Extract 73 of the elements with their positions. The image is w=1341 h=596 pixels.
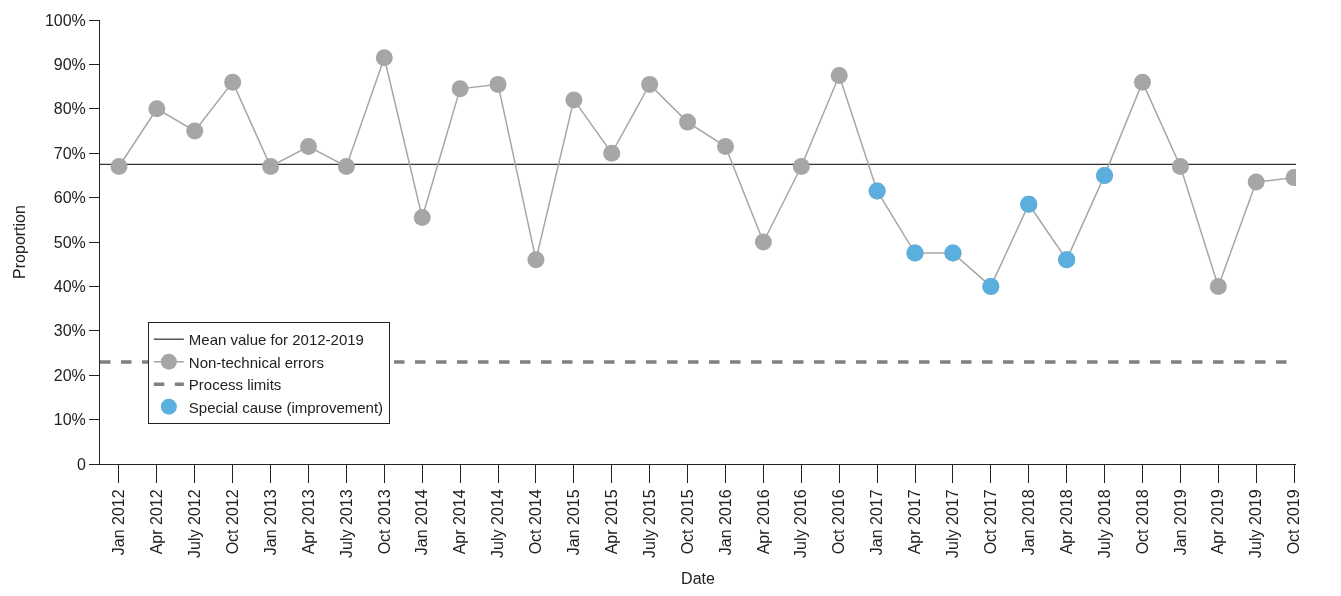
y-tick-label: 50% xyxy=(53,233,86,251)
x-tick-label: July 2018 xyxy=(1095,489,1113,558)
x-tick-label: Apr 2014 xyxy=(451,489,469,555)
point xyxy=(413,209,431,227)
x-tick-label: Apr 2017 xyxy=(906,489,924,555)
y-tick-label: 100% xyxy=(44,11,86,29)
x-tick-label: Jan 2019 xyxy=(1171,489,1189,556)
point xyxy=(716,138,734,156)
x-tick-label: Oct 2018 xyxy=(1133,489,1151,555)
point xyxy=(792,158,810,176)
x-tick-label: Jan 2018 xyxy=(1019,489,1037,556)
x-tick-label: July 2012 xyxy=(185,489,203,558)
legend-label: Process limits xyxy=(188,376,282,394)
y-axis-title: Proportion xyxy=(10,205,28,279)
x-tick-label: Oct 2012 xyxy=(223,489,241,555)
y-tick-label: 10% xyxy=(53,411,86,429)
point xyxy=(224,73,242,91)
y-tick-label: 30% xyxy=(53,322,86,340)
point xyxy=(489,75,507,93)
x-axis-title: Date xyxy=(681,569,715,587)
x-tick-label: July 2013 xyxy=(337,489,355,558)
point xyxy=(110,158,128,176)
x-tick-label: July 2016 xyxy=(792,489,810,558)
x-tick-label: Jan 2017 xyxy=(868,489,886,556)
point xyxy=(375,49,393,67)
y-tick-label: 80% xyxy=(53,100,86,118)
point xyxy=(565,91,583,109)
x-tick-label: Oct 2013 xyxy=(375,489,393,555)
x-tick-label: Apr 2016 xyxy=(754,489,772,555)
point xyxy=(754,233,772,251)
point xyxy=(1209,277,1227,295)
x-tick-label: Oct 2017 xyxy=(982,489,1000,555)
legend-label: Special cause (improvement) xyxy=(188,398,384,416)
point xyxy=(679,113,697,131)
y-tick-label: 0 xyxy=(76,455,86,473)
point xyxy=(300,138,317,156)
x-tick-label: Apr 2013 xyxy=(299,489,317,555)
legend-label: Non-technical errors xyxy=(188,353,324,371)
point xyxy=(186,122,204,140)
x-tick-label: Apr 2012 xyxy=(148,489,166,555)
x-tick-label: Oct 2014 xyxy=(527,489,545,555)
x-tick-label: Oct 2015 xyxy=(678,489,696,555)
x-tick-label: Oct 2019 xyxy=(1285,489,1303,555)
point xyxy=(1247,173,1265,191)
point xyxy=(451,80,469,98)
legend-label: Mean value for 2012-2019 xyxy=(188,331,364,349)
x-tick-label: July 2014 xyxy=(489,489,507,558)
y-tick-label: 90% xyxy=(53,56,86,73)
x-tick-label: Jan 2013 xyxy=(261,489,279,556)
point xyxy=(148,100,166,118)
x-tick-label: Jan 2014 xyxy=(413,489,431,556)
x-tick-label: Apr 2018 xyxy=(1057,489,1075,555)
point xyxy=(830,67,848,84)
point xyxy=(337,158,355,176)
x-tick-label: Jan 2015 xyxy=(565,489,583,556)
point xyxy=(527,251,545,269)
point xyxy=(262,158,280,176)
x-tick-label: Apr 2015 xyxy=(602,489,620,555)
y-tick-label: 70% xyxy=(53,144,86,162)
x-tick-label: July 2017 xyxy=(944,489,962,558)
point xyxy=(641,75,659,93)
point xyxy=(1171,158,1189,176)
x-tick-label: Jan 2012 xyxy=(110,489,128,556)
y-tick-label: 20% xyxy=(53,366,86,384)
y-tick-label: 40% xyxy=(53,278,86,295)
y-tick-label: 60% xyxy=(53,189,86,207)
x-tick-label: July 2019 xyxy=(1247,489,1265,558)
point xyxy=(1133,73,1151,91)
x-tick-label: Apr 2019 xyxy=(1209,489,1227,555)
x-tick-label: July 2015 xyxy=(640,489,658,558)
x-tick-label: Jan 2016 xyxy=(716,489,734,556)
x-tick-label: Oct 2016 xyxy=(830,489,848,555)
point xyxy=(603,144,621,162)
